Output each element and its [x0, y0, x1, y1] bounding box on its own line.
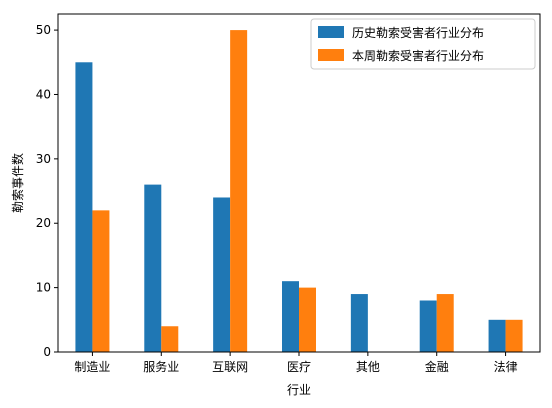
- x-tick-label: 医疗: [287, 360, 311, 374]
- bar-history-6: [488, 319, 506, 352]
- y-tick-label: 20: [36, 216, 51, 230]
- legend-label-this-week: 本周勒索受害者行业分布: [352, 48, 484, 63]
- legend-box: [310, 18, 536, 70]
- y-tick-label: 30: [36, 152, 51, 166]
- bar-this-week-1: [161, 326, 179, 352]
- x-tick-label: 法律: [494, 360, 518, 374]
- x-axis-label: 行业: [287, 383, 311, 397]
- bar-this-week-2: [230, 30, 248, 352]
- y-tick-label: 10: [36, 281, 51, 295]
- bar-history-4: [350, 294, 368, 352]
- legend-swatch-history: [318, 26, 344, 38]
- bar-history-2: [213, 197, 231, 352]
- x-axis: 制造业 服务业 互联网 医疗 其他 金融 法律: [74, 352, 518, 374]
- bar-this-week-3: [299, 287, 316, 352]
- bar-history-0: [75, 62, 93, 353]
- bar-history-1: [144, 184, 162, 352]
- y-tick-label: 40: [36, 87, 51, 101]
- y-axis-label: 勒索事件数: [10, 153, 25, 213]
- x-tick-label: 服务业: [143, 359, 179, 374]
- bar-this-week-0: [92, 210, 110, 352]
- x-tick-label: 金融: [425, 359, 449, 374]
- y-tick-label: 0: [43, 345, 51, 359]
- legend-label-history: 历史勒索受害者行业分布: [352, 25, 484, 40]
- bar-history-3: [282, 281, 299, 352]
- bar-this-week-5: [436, 294, 454, 352]
- x-tick-label: 制造业: [74, 360, 110, 374]
- x-tick-label: 其他: [356, 360, 380, 374]
- legend: 历史勒索受害者行业分布 本周勒索受害者行业分布: [310, 18, 536, 70]
- y-tick-label: 50: [36, 23, 51, 37]
- bars-layer: [75, 30, 523, 353]
- x-tick-label: 互联网: [212, 360, 248, 374]
- legend-swatch-this-week: [318, 49, 344, 61]
- bar-this-week-6: [505, 319, 523, 352]
- y-axis: 0 10 20 30 40 50: [36, 23, 58, 359]
- bar-history-5: [419, 300, 437, 352]
